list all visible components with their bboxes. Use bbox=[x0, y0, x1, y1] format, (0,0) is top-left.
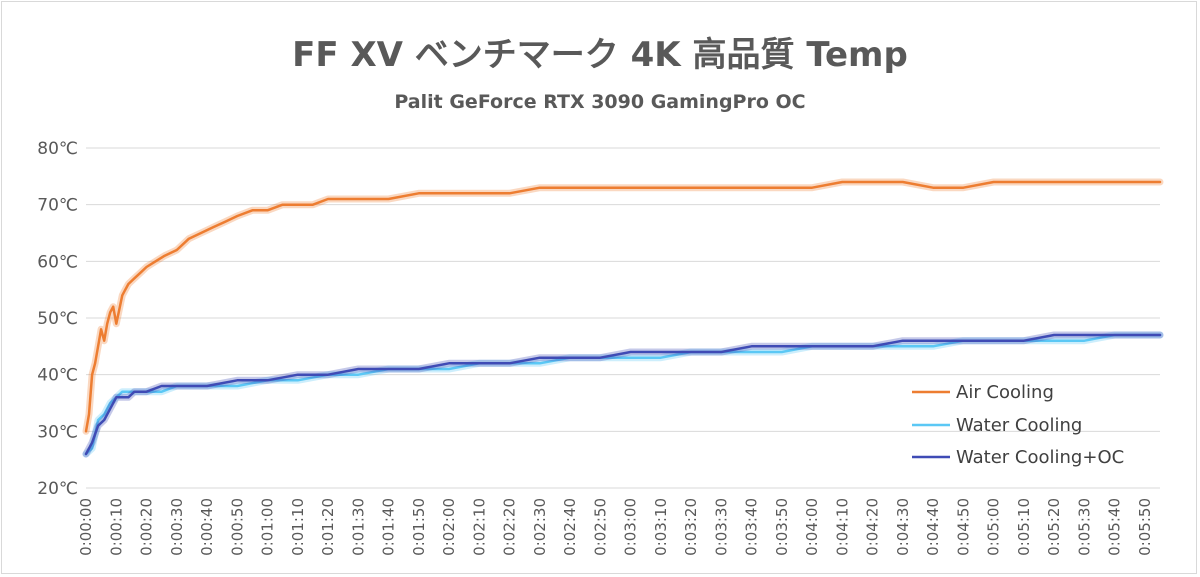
x-tick-label: 0:01:10 bbox=[289, 498, 307, 556]
x-tick-label: 0:05:30 bbox=[1075, 498, 1093, 556]
x-tick-label: 0:00:50 bbox=[228, 498, 246, 556]
x-tick-label: 0:04:20 bbox=[864, 498, 882, 556]
x-tick-label: 0:04:30 bbox=[894, 498, 912, 556]
y-tick-label: 40℃ bbox=[37, 366, 78, 386]
y-axis-tick-labels: 20℃ 30℃ 40℃ 50℃ 60℃ 70℃ 80℃ bbox=[37, 139, 78, 499]
x-tick-label: 0:00:00 bbox=[77, 498, 95, 556]
legend-label-air-cooling: Air Cooling bbox=[956, 382, 1054, 403]
x-tick-label: 0:00:30 bbox=[168, 498, 186, 556]
x-tick-label: 0:04:10 bbox=[833, 498, 851, 556]
x-tick-label: 0:05:50 bbox=[1136, 498, 1154, 556]
y-tick-label: 60℃ bbox=[37, 252, 78, 272]
y-tick-label: 50℃ bbox=[37, 309, 78, 329]
x-tick-label: 0:05:20 bbox=[1045, 498, 1063, 556]
chart-subtitle: Palit GeForce RTX 3090 GamingPro OC bbox=[394, 91, 805, 113]
x-tick-label: 0:01:00 bbox=[259, 498, 277, 556]
y-tick-label: 30℃ bbox=[37, 422, 78, 442]
x-tick-label: 0:04:00 bbox=[803, 498, 821, 556]
x-tick-label: 0:03:30 bbox=[712, 498, 730, 556]
x-tick-label: 0:03:50 bbox=[773, 498, 791, 556]
series-lines bbox=[82, 178, 1164, 458]
x-tick-label: 0:02:10 bbox=[470, 498, 488, 556]
x-tick-label: 0:01:40 bbox=[380, 498, 398, 556]
x-tick-label: 0:01:20 bbox=[319, 498, 337, 556]
chart-title: FF XV ベンチマーク 4K 高品質 Temp bbox=[292, 35, 908, 75]
x-tick-label: 0:02:40 bbox=[561, 498, 579, 556]
x-tick-label: 0:03:20 bbox=[682, 498, 700, 556]
gridlines bbox=[86, 147, 1160, 489]
x-tick-label: 0:01:50 bbox=[410, 498, 428, 556]
x-tick-label: 0:00:40 bbox=[198, 498, 216, 556]
x-tick-label: 0:04:40 bbox=[924, 498, 942, 556]
x-tick-label: 0:04:50 bbox=[954, 498, 972, 556]
x-tick-label: 0:05:00 bbox=[985, 498, 1003, 556]
x-tick-label: 0:02:50 bbox=[591, 498, 609, 556]
x-tick-label: 0:02:00 bbox=[440, 498, 458, 556]
x-tick-label: 0:03:00 bbox=[622, 498, 640, 556]
legend-label-water-cooling: Water Cooling bbox=[956, 415, 1082, 436]
x-tick-label: 0:02:30 bbox=[531, 498, 549, 556]
x-tick-label: 0:01:30 bbox=[349, 498, 367, 556]
y-tick-label: 70℃ bbox=[37, 196, 78, 216]
series-line-water-cooling-oc bbox=[84, 333, 1162, 456]
series-line-air-cooling bbox=[84, 180, 1162, 433]
legend-label-water-cooling-oc: Water Cooling+OC bbox=[956, 447, 1124, 468]
x-tick-label: 0:05:10 bbox=[1015, 498, 1033, 556]
x-tick-label: 0:00:20 bbox=[138, 498, 156, 556]
x-tick-label: 0:00:10 bbox=[107, 498, 125, 556]
x-tick-label: 0:03:40 bbox=[743, 498, 761, 556]
y-tick-label: 80℃ bbox=[37, 139, 78, 159]
x-tick-label: 0:02:20 bbox=[501, 498, 519, 556]
x-tick-label: 0:05:40 bbox=[1106, 498, 1124, 556]
legend: Air Cooling Water Cooling Water Cooling+… bbox=[912, 382, 1124, 468]
x-tick-label: 0:03:10 bbox=[652, 498, 670, 556]
x-axis-tick-labels: 0:00:00 0:00:10 0:00:20 0:00:30 0:00:40 0:00:… bbox=[77, 498, 1154, 556]
y-tick-label: 20℃ bbox=[37, 479, 78, 499]
